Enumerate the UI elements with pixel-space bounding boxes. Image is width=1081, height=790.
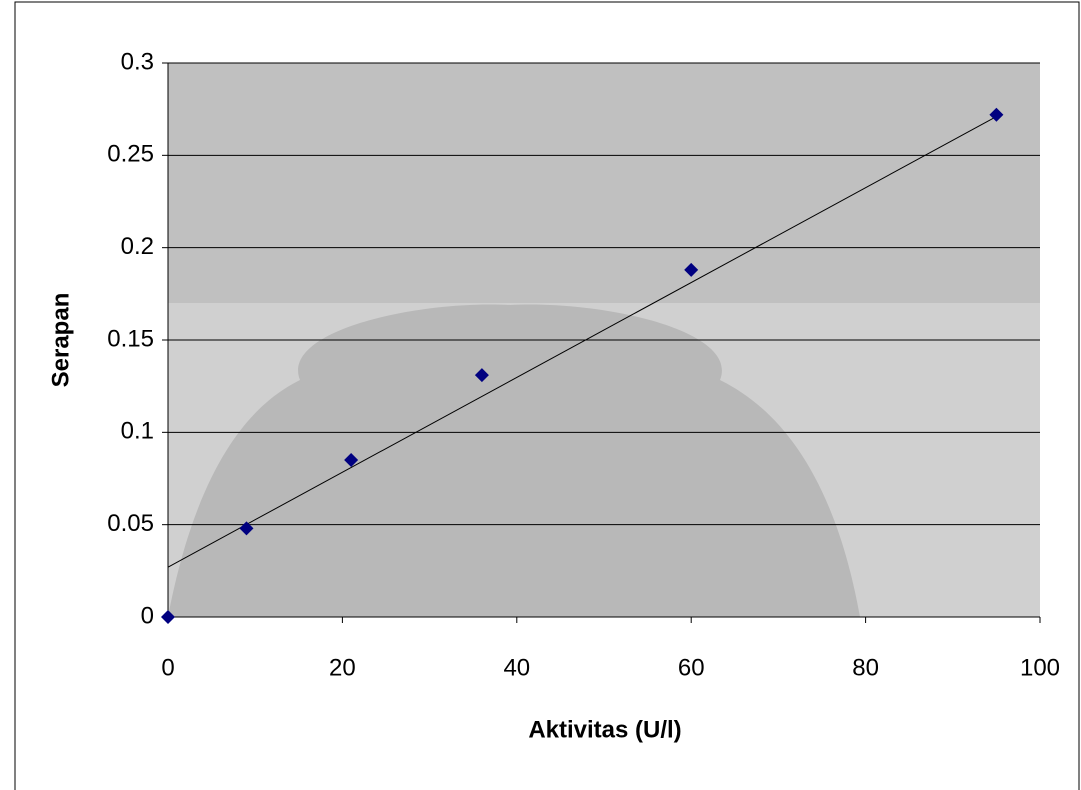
y-tick-label: 0.15 [107, 325, 154, 352]
y-tick-label: 0.3 [121, 48, 154, 75]
y-tick-label: 0.1 [121, 418, 154, 445]
y-tick-label: 0.2 [121, 233, 154, 260]
x-axis-label: Aktivitas (U/l) [528, 716, 681, 743]
y-tick-label: 0.25 [107, 141, 154, 168]
y-axis-label: Serapan [47, 293, 74, 388]
x-tick-label: 40 [503, 654, 530, 681]
x-tick-label: 100 [1020, 654, 1060, 681]
x-tick-label: 0 [161, 654, 174, 681]
x-tick-label: 20 [329, 654, 356, 681]
x-tick-label: 80 [852, 654, 879, 681]
chart: Serapan Aktivitas (U/l) 0 0.05 0.1 0.15 0.2 0… [0, 0, 1081, 790]
x-tick-label: 60 [678, 654, 705, 681]
plot-background [168, 63, 1040, 303]
y-tick-label: 0 [141, 602, 154, 629]
y-tick-label: 0.05 [107, 510, 154, 537]
